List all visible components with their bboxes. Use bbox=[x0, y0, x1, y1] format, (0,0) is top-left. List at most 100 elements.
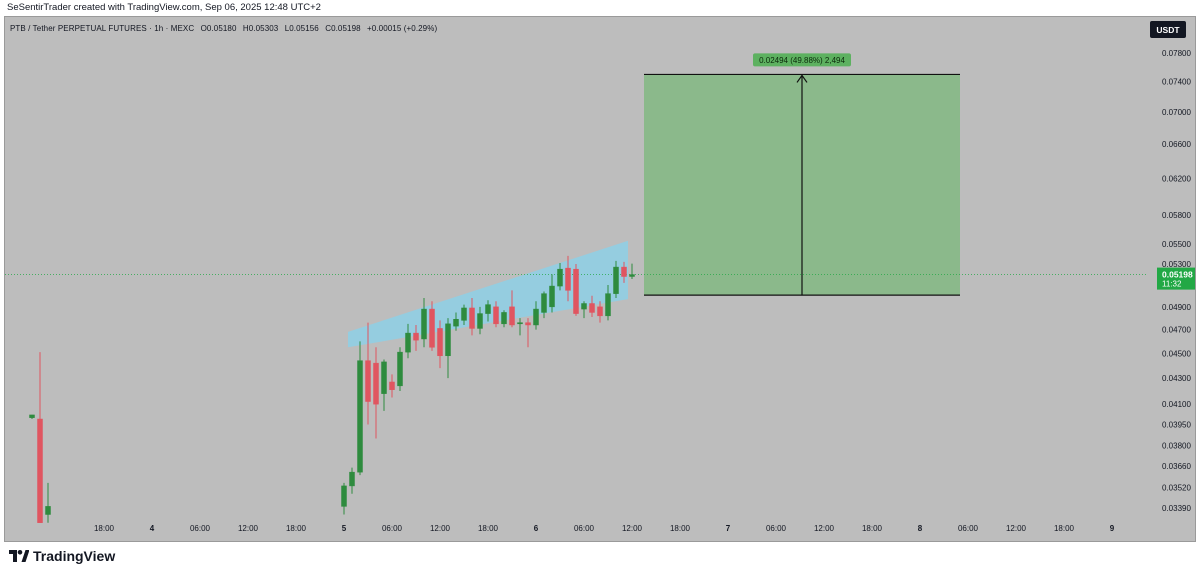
candle-body-down bbox=[469, 307, 475, 329]
candle[interactable] bbox=[37, 352, 43, 523]
x-tick-label: 06:00 bbox=[958, 524, 979, 533]
y-tick-label: 0.07800 bbox=[1162, 49, 1191, 58]
candle-body-up bbox=[549, 285, 555, 308]
candle[interactable] bbox=[413, 324, 419, 351]
candle-body-up bbox=[557, 268, 563, 287]
candle[interactable] bbox=[581, 301, 587, 319]
candle-body-up bbox=[445, 323, 451, 357]
candle[interactable] bbox=[589, 295, 595, 317]
target-label-box bbox=[753, 53, 851, 67]
candle[interactable] bbox=[597, 301, 603, 323]
y-tick-label: 0.05800 bbox=[1162, 211, 1191, 220]
candle[interactable] bbox=[445, 318, 451, 379]
y-tick-label: 0.06200 bbox=[1162, 174, 1191, 183]
candle[interactable] bbox=[405, 323, 411, 359]
x-tick-label: 7 bbox=[726, 524, 731, 533]
y-tick-label: 0.03520 bbox=[1162, 483, 1191, 492]
candle-body-up bbox=[357, 360, 363, 473]
candle-countdown: 11:32 bbox=[1162, 280, 1182, 289]
candle-body-down bbox=[573, 268, 579, 314]
candle[interactable] bbox=[517, 318, 523, 336]
x-tick-label: 12:00 bbox=[430, 524, 451, 533]
y-tick-label: 0.04700 bbox=[1162, 326, 1191, 335]
candle[interactable] bbox=[437, 320, 443, 369]
rising-channel[interactable] bbox=[348, 240, 628, 348]
candle[interactable] bbox=[461, 304, 467, 325]
legend-close: C0.05198 bbox=[325, 24, 361, 33]
current-price-box bbox=[1157, 267, 1195, 290]
candle-body-up bbox=[453, 318, 459, 327]
candle-body-up bbox=[477, 313, 483, 329]
candle-body-down bbox=[509, 306, 515, 326]
candle-body-up bbox=[629, 274, 635, 277]
x-tick-label: 4 bbox=[150, 524, 155, 533]
y-tick-label: 0.06600 bbox=[1162, 140, 1191, 149]
x-tick-label: 12:00 bbox=[238, 524, 259, 533]
candle[interactable] bbox=[357, 341, 363, 476]
candle[interactable] bbox=[477, 306, 483, 335]
candle[interactable] bbox=[621, 261, 627, 283]
candle[interactable] bbox=[349, 467, 355, 494]
candle[interactable] bbox=[453, 312, 459, 331]
currency-badge[interactable]: USDT bbox=[1150, 21, 1186, 38]
x-tick-label: 18:00 bbox=[94, 524, 115, 533]
candle[interactable] bbox=[525, 318, 531, 348]
y-tick-label: 0.05500 bbox=[1162, 240, 1191, 249]
candle[interactable] bbox=[573, 263, 579, 316]
x-tick-label: 18:00 bbox=[670, 524, 691, 533]
candle-body-up bbox=[613, 266, 619, 294]
x-tick-label: 06:00 bbox=[574, 524, 595, 533]
candle[interactable] bbox=[365, 322, 371, 425]
candle-body-down bbox=[429, 308, 435, 348]
candle[interactable] bbox=[469, 297, 475, 336]
candle[interactable] bbox=[629, 263, 635, 280]
candle[interactable] bbox=[397, 347, 403, 392]
candle[interactable] bbox=[565, 255, 571, 302]
tradingview-logo: TradingView bbox=[9, 548, 115, 564]
current-price-value: 0.05198 bbox=[1162, 270, 1193, 280]
candle-body-up bbox=[517, 322, 523, 325]
x-tick-label: 8 bbox=[918, 524, 923, 533]
candle[interactable] bbox=[549, 274, 555, 313]
candle[interactable] bbox=[429, 301, 435, 351]
candle-body-up bbox=[397, 351, 403, 387]
candle[interactable] bbox=[341, 482, 347, 515]
x-tick-label: 18:00 bbox=[286, 524, 307, 533]
target-arrow-head bbox=[796, 74, 808, 83]
candle[interactable] bbox=[533, 301, 539, 330]
candle-body-up bbox=[501, 312, 507, 325]
candle[interactable] bbox=[613, 260, 619, 298]
candle-body-up bbox=[533, 308, 539, 326]
chart-legend: PTB / Tether PERPETUAL FUTURES · 1h · ME… bbox=[10, 24, 441, 33]
legend-symbol[interactable]: PTB / Tether PERPETUAL FUTURES · 1h · ME… bbox=[10, 24, 195, 33]
legend-change: +0.00015 (+0.29%) bbox=[367, 24, 438, 33]
candle[interactable] bbox=[389, 374, 395, 398]
candle[interactable] bbox=[485, 300, 491, 322]
x-tick-label: 06:00 bbox=[382, 524, 403, 533]
y-tick-label: 0.04900 bbox=[1162, 303, 1191, 312]
candle[interactable] bbox=[509, 290, 515, 328]
x-tick-label: 18:00 bbox=[478, 524, 499, 533]
candle-body-down bbox=[389, 381, 395, 390]
candle[interactable] bbox=[541, 291, 547, 319]
candle-body-up bbox=[341, 485, 347, 507]
candle-body-up bbox=[541, 293, 547, 313]
candle[interactable] bbox=[557, 262, 563, 291]
candle[interactable] bbox=[381, 359, 387, 411]
candle[interactable] bbox=[501, 310, 507, 328]
x-tick-label: 12:00 bbox=[814, 524, 835, 533]
candle[interactable] bbox=[373, 347, 379, 439]
candle-body-down bbox=[437, 328, 443, 357]
y-tick-label: 0.04300 bbox=[1162, 374, 1191, 383]
candle-body-up bbox=[381, 361, 387, 394]
candle[interactable] bbox=[493, 301, 499, 328]
candle[interactable] bbox=[605, 284, 611, 321]
candle-body-down bbox=[565, 267, 571, 291]
y-tick-label: 0.03800 bbox=[1162, 442, 1191, 451]
candle[interactable] bbox=[421, 297, 427, 348]
candle[interactable] bbox=[45, 482, 51, 523]
candle[interactable] bbox=[29, 414, 35, 420]
price-chart[interactable]: 0.02494 (49.88%) 2,494 0.07800 0.07400 0.0… bbox=[5, 17, 1195, 541]
tradingview-logo-text: TradingView bbox=[33, 548, 116, 564]
candle-body-down bbox=[589, 303, 595, 313]
